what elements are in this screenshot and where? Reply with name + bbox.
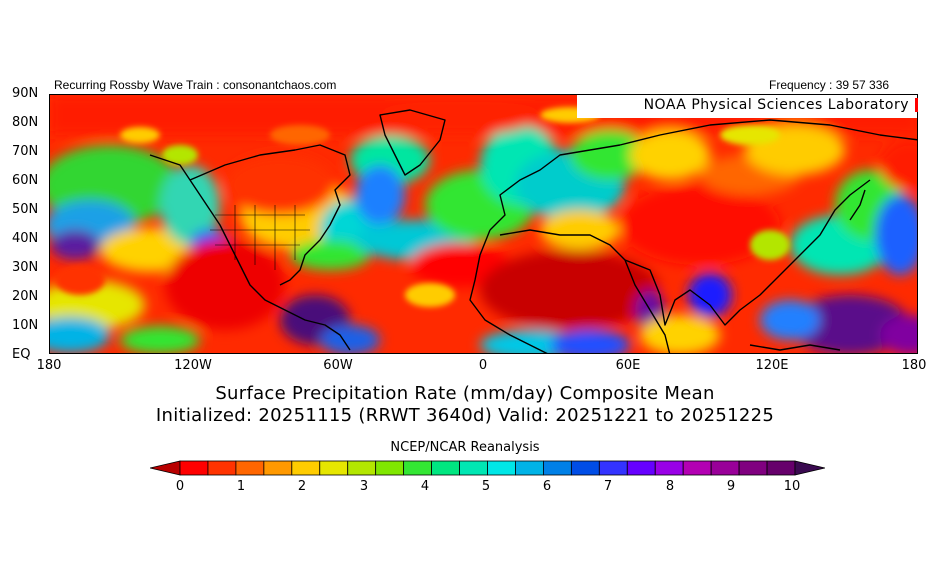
lat-label: 40N [12, 231, 39, 246]
colorbar-segment [459, 460, 488, 476]
lon-label: 120W [174, 358, 212, 373]
colorbar-segment [738, 460, 768, 476]
precipitation-map [49, 94, 918, 354]
lon-label: 60E [615, 358, 641, 373]
lon-label: 180 [901, 358, 927, 373]
lon-label: 180 [36, 358, 62, 373]
lat-label: 60N [12, 173, 39, 188]
lat-label: 20N [12, 289, 39, 304]
lat-label: 80N [12, 115, 39, 130]
lon-label: 60W [323, 358, 353, 373]
colorbar-label: 2 [297, 479, 307, 494]
map-credit: NOAA Physical Sciences Laboratory [577, 95, 917, 118]
colorbar-segment [710, 460, 740, 476]
colorbar-segment [291, 460, 321, 476]
lat-label: 30N [12, 260, 39, 275]
lon-label: 0 [478, 358, 488, 373]
colorbar-label: 5 [481, 479, 491, 494]
precipitation-field [50, 95, 917, 353]
colorbar-segment [347, 460, 377, 476]
colorbar-segment [570, 460, 600, 476]
header-right-text: Frequency : 39 57 336 [769, 78, 890, 92]
lat-label: 70N [12, 144, 39, 159]
colorbar-segment [207, 460, 237, 476]
colorbar-segment [487, 460, 516, 476]
colorbar [150, 460, 825, 476]
colorbar-segment [179, 460, 209, 476]
us-state-lines [210, 205, 310, 270]
lat-label: 90N [12, 86, 39, 101]
colorbar-segment [543, 460, 572, 476]
colorbar-label: 6 [542, 479, 552, 494]
colorbar-low-arrow [150, 460, 181, 476]
lat-label: 10N [12, 318, 39, 333]
colorbar-label: 0 [175, 479, 185, 494]
lat-label: EQ [12, 347, 31, 362]
data-source: NCEP/NCAR Reanalysis [390, 440, 540, 455]
colorbar-segment [598, 460, 628, 476]
colorbar-segment [263, 460, 293, 476]
credit-red-marker [915, 98, 918, 112]
colorbar-label: 8 [665, 479, 675, 494]
lon-label: 120E [755, 358, 789, 373]
colorbar-segments [150, 460, 825, 476]
colorbar-segment [403, 460, 432, 476]
colorbar-segment [766, 460, 796, 476]
colorbar-label: 9 [726, 479, 736, 494]
colorbar-high-arrow [794, 460, 825, 476]
colorbar-label: 1 [236, 479, 246, 494]
colorbar-label: 4 [420, 479, 430, 494]
field-detail [55, 107, 790, 307]
colorbar-segment [319, 460, 349, 476]
coastlines [149, 109, 917, 353]
map-subtitle: Initialized: 20251115 (RRWT 3640d) Valid… [155, 405, 775, 426]
lat-label: 50N [12, 202, 39, 217]
colorbar-segment [626, 460, 656, 476]
colorbar-segment [682, 460, 712, 476]
colorbar-segment [431, 460, 460, 476]
map-title: Surface Precipitation Rate (mm/day) Comp… [215, 383, 715, 404]
header-left-text: Recurring Rossby Wave Train : consonantc… [54, 78, 337, 92]
colorbar-segment [654, 460, 684, 476]
colorbar-segment [375, 460, 405, 476]
colorbar-label: 7 [603, 479, 613, 494]
colorbar-label: 3 [359, 479, 369, 494]
colorbar-segment [515, 460, 544, 476]
colorbar-segment [235, 460, 265, 476]
colorbar-label: 10 [783, 479, 801, 494]
